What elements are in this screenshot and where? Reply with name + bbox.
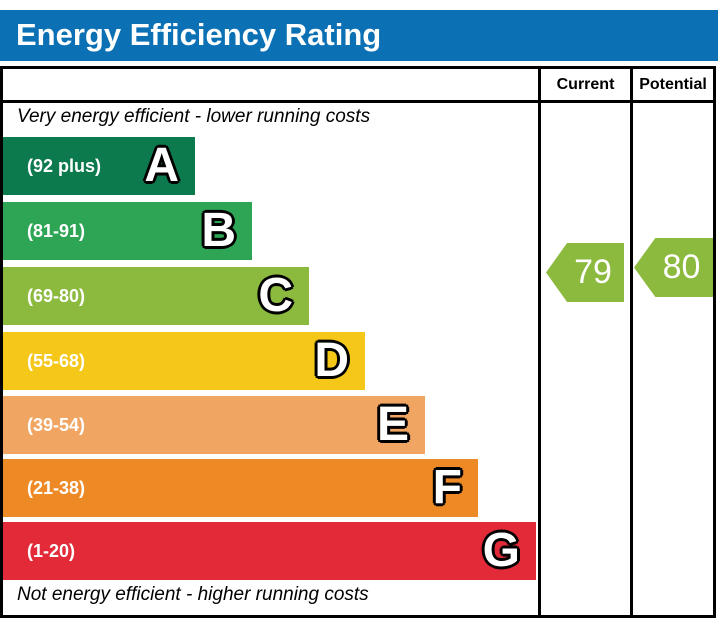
column-header-current: Current: [556, 76, 615, 93]
bottom-note: Not energy efficient - higher running co…: [17, 584, 369, 605]
band-d-range-label: (55-68): [27, 350, 86, 371]
page-title: Energy Efficiency Rating: [16, 17, 382, 52]
band-c: (69-80) C: [3, 267, 309, 325]
band-g-letter: G: [482, 524, 520, 577]
potential-rating-value: 80: [662, 248, 701, 286]
band-b: (81-91) B: [3, 202, 252, 260]
band-e-range-label: (39-54): [27, 414, 86, 435]
column-divider-potential: [630, 66, 633, 618]
band-e-letter: E: [376, 398, 409, 451]
band-f-range-label: (21-38): [27, 477, 86, 498]
band-a: (92 plus) A: [3, 137, 195, 195]
band-b-letter: B: [201, 204, 236, 257]
band-e: (39-54) E: [3, 396, 425, 454]
band-a-range-label: (92 plus): [27, 155, 102, 176]
band-c-letter: C: [258, 269, 293, 322]
band-a-letter: A: [144, 139, 179, 192]
band-f: (21-38) F: [3, 459, 478, 517]
band-b-range-label: (81-91): [27, 220, 86, 241]
top-note: Very energy efficient - lower running co…: [17, 106, 371, 127]
header-row-divider: [0, 100, 716, 103]
band-g: (1-20) G: [3, 522, 536, 580]
band-c-range-label: (69-80): [27, 285, 86, 306]
title-bar: Energy Efficiency Rating: [0, 10, 718, 61]
band-d-letter: D: [314, 334, 349, 387]
column-header-potential: Potential: [639, 76, 707, 93]
current-rating-value: 79: [574, 253, 612, 291]
band-g-range-label: (1-20): [27, 540, 76, 561]
band-d: (55-68) D: [3, 332, 365, 390]
column-divider-current: [538, 66, 541, 618]
band-f-letter: F: [432, 461, 462, 514]
